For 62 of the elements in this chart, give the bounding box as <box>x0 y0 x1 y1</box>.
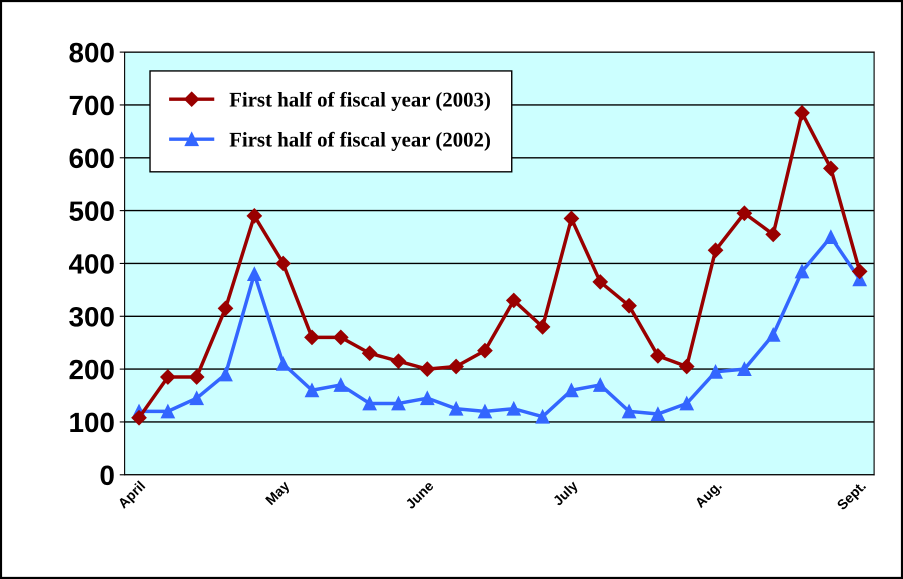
point <box>420 391 434 406</box>
point <box>536 410 550 424</box>
point <box>478 404 492 418</box>
point <box>392 396 406 410</box>
y-tick-label: 300 <box>69 306 114 327</box>
point <box>160 369 176 385</box>
legend-label: First half of fiscal year (2002) <box>230 132 490 151</box>
y-tick-label: 600 <box>70 148 114 168</box>
y-tick-label: 100 <box>70 412 114 432</box>
point <box>823 160 838 176</box>
point <box>218 300 234 316</box>
point <box>593 378 608 392</box>
point <box>592 274 608 290</box>
point <box>708 242 724 258</box>
point <box>622 404 636 418</box>
y-tick-label: 400 <box>68 254 114 274</box>
point <box>766 226 781 242</box>
point <box>420 362 435 377</box>
point <box>334 378 348 392</box>
point <box>564 383 578 398</box>
point <box>564 210 579 226</box>
point <box>795 264 809 278</box>
y-tick-label: 0 <box>100 465 114 486</box>
point <box>622 298 637 314</box>
point <box>305 383 319 398</box>
point <box>131 410 147 426</box>
point <box>477 343 493 358</box>
point <box>506 402 521 416</box>
y-tick-label: 800 <box>69 42 114 62</box>
point <box>362 396 377 410</box>
point <box>708 364 723 379</box>
point <box>650 407 665 421</box>
point <box>736 206 752 221</box>
point <box>276 256 291 272</box>
y-tick-label: 700 <box>70 96 114 116</box>
point <box>218 367 232 382</box>
point <box>650 348 666 364</box>
point <box>449 402 464 416</box>
point <box>535 319 550 334</box>
point <box>362 346 378 361</box>
point <box>737 362 752 376</box>
point <box>679 358 694 374</box>
point <box>766 328 780 342</box>
point <box>246 208 262 224</box>
point <box>448 358 464 374</box>
point <box>189 369 204 385</box>
y-tick-label: 200 <box>70 360 114 380</box>
legend-label: First half of fiscal year (2003) <box>230 92 490 111</box>
point <box>333 330 348 345</box>
point <box>276 356 290 371</box>
y-tick-label: 500 <box>69 201 114 221</box>
point <box>390 354 406 369</box>
point <box>680 396 694 410</box>
x-tick-label: Aug. <box>694 480 724 510</box>
point <box>506 292 522 308</box>
point <box>824 230 838 244</box>
point <box>304 330 320 345</box>
point <box>852 264 868 279</box>
point <box>794 105 810 120</box>
point <box>190 391 204 406</box>
point <box>247 267 262 281</box>
point <box>160 404 175 418</box>
